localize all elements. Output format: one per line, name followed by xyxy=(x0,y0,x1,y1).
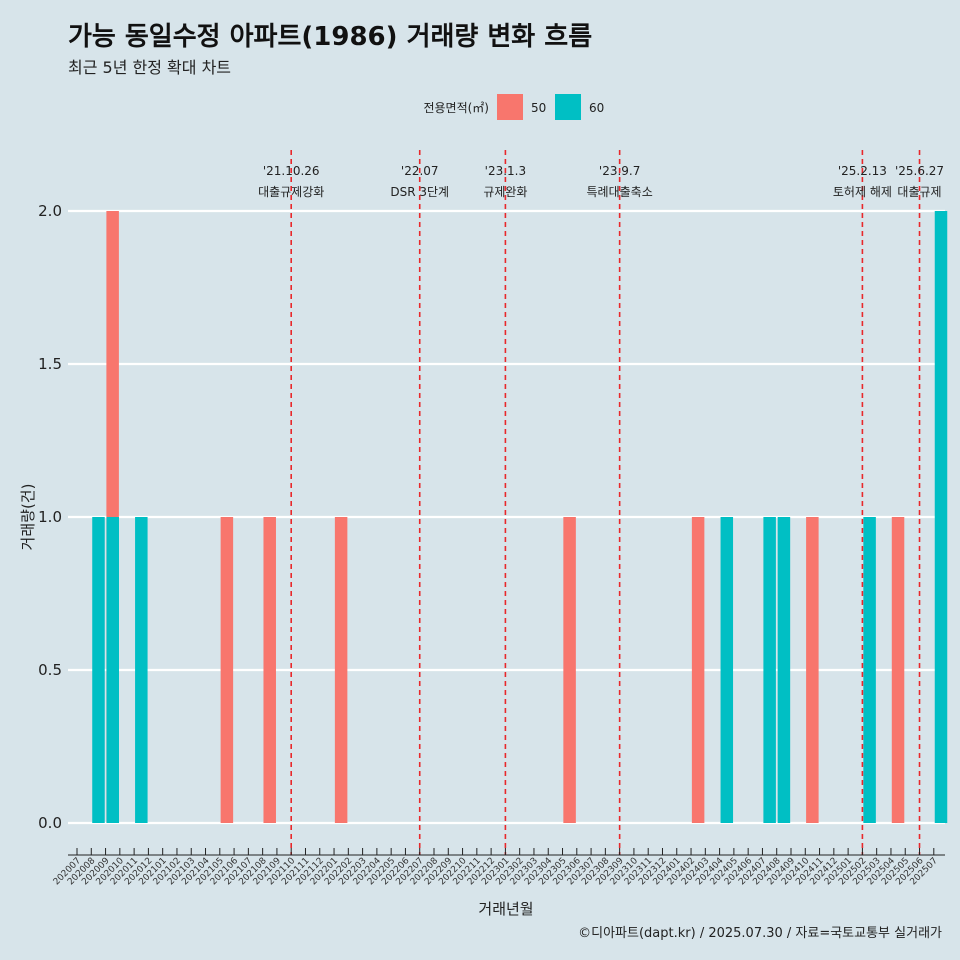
y-axis-title: 거래량(건) xyxy=(19,484,37,551)
bar-60-202009 xyxy=(106,517,120,823)
bar-60-202008 xyxy=(92,517,105,823)
y-tick-label: 1.0 xyxy=(38,508,62,526)
legend-title: 전용면적(㎡) xyxy=(423,101,489,115)
event-date-label: '23.9.7 xyxy=(599,164,640,178)
x-axis-title: 거래년월 xyxy=(478,900,533,918)
bar-50-202109 xyxy=(263,517,276,823)
y-tick-label: 0.0 xyxy=(38,814,62,832)
bar-60-202011 xyxy=(135,517,148,823)
bar-50-202202 xyxy=(334,517,348,823)
bar-60-202408 xyxy=(777,517,791,823)
event-name-label: 대출규제강화 xyxy=(258,185,324,199)
axes: 2020072020082020092020102020112020122021… xyxy=(19,484,945,918)
event-date-label: '22.07 xyxy=(401,164,439,178)
event-date-label: '25.2.13 xyxy=(838,164,887,178)
y-tick-label: 1.5 xyxy=(38,355,62,373)
y-tick-label: 0.5 xyxy=(38,661,62,679)
bar-60-202507 xyxy=(934,211,948,823)
legend-label-60: 60 xyxy=(589,101,604,115)
event-name-label: 규제완화 xyxy=(483,185,527,199)
event-date-label: '23.1.3 xyxy=(485,164,526,178)
legend-label-50: 50 xyxy=(531,101,546,115)
chart-title: 가능 동일수정 아파트(1986) 거래량 변화 흐름 xyxy=(68,22,593,52)
event-name-label: DSR 3단계 xyxy=(390,185,449,199)
bar-60-202404 xyxy=(720,517,734,823)
source-caption: ©디아파트(dapt.kr) / 2025.07.30 / 자료=국토교통부 실… xyxy=(578,926,942,941)
event-name-label: 특례대출축소 xyxy=(587,185,653,199)
bar-50-202106 xyxy=(220,517,234,823)
y-tick-label: 2.0 xyxy=(38,202,62,220)
bar-60-202502 xyxy=(863,517,876,823)
bar-60-202407 xyxy=(763,517,776,823)
bar-50-202411 xyxy=(806,517,819,823)
event-name-label: 토허제 해제 xyxy=(833,185,892,199)
event-date-label: '21.10.26 xyxy=(263,164,320,178)
bar-50-202505 xyxy=(891,517,905,823)
chart-subtitle: 최근 5년 한정 확대 차트 xyxy=(68,58,232,77)
event-markers: '21.10.26 대출규제강화 '22.07 DSR 3단계 '23.1.3 규제완화 '… xyxy=(258,150,944,855)
bar-50-202403 xyxy=(691,517,705,823)
legend-swatch-50 xyxy=(497,94,523,120)
bar-50-202306 xyxy=(563,517,576,823)
event-name-label: 대출규제 xyxy=(897,185,941,199)
legend: 전용면적(㎡) 50 60 xyxy=(423,94,604,120)
legend-swatch-60 xyxy=(555,94,581,120)
event-date-label: '25.6.27 xyxy=(895,164,944,178)
gridlines: 0.0 0.5 1.0 1.5 2.0 xyxy=(38,202,945,832)
bars xyxy=(92,211,948,823)
